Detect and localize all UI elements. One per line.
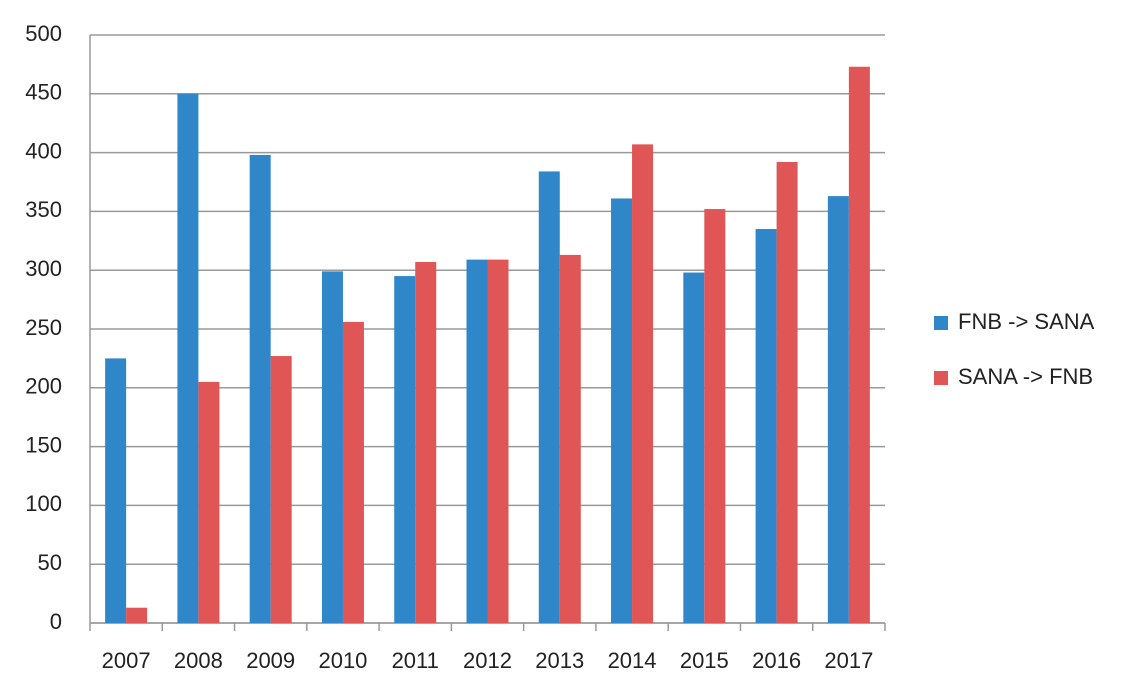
y-tick-label: 50 <box>38 550 62 575</box>
legend-label: FNB -> SANA <box>958 309 1095 334</box>
bar <box>466 259 488 623</box>
x-tick-label: 2016 <box>752 648 801 673</box>
bar <box>611 198 633 624</box>
x-tick-label: 2008 <box>174 648 223 673</box>
y-tick-label: 350 <box>25 197 62 222</box>
y-tick-label: 150 <box>25 432 62 457</box>
bar <box>321 271 343 623</box>
bar <box>683 272 705 623</box>
x-tick-label: 2015 <box>680 648 729 673</box>
x-tick-label: 2012 <box>463 648 512 673</box>
bar <box>704 209 726 623</box>
bar <box>776 162 798 623</box>
x-tick-label: 2007 <box>102 648 151 673</box>
bar <box>198 381 220 623</box>
bar <box>755 229 777 624</box>
bar <box>105 358 127 623</box>
x-tick-label: 2010 <box>318 648 367 673</box>
y-tick-label: 250 <box>25 315 62 340</box>
y-tick-label: 200 <box>25 374 62 399</box>
bar <box>827 196 849 623</box>
x-tick-label: 2009 <box>246 648 295 673</box>
bar <box>394 276 416 623</box>
bar <box>559 254 581 624</box>
bar <box>270 356 292 623</box>
x-tick-label: 2011 <box>392 648 439 673</box>
bar <box>177 93 199 624</box>
legend-label: SANA -> FNB <box>958 364 1093 389</box>
legend-marker <box>934 316 948 330</box>
bar <box>342 321 364 623</box>
bar <box>249 154 271 623</box>
bar <box>487 259 509 623</box>
y-tick-label: 500 <box>25 21 62 46</box>
legend-marker <box>934 371 948 385</box>
bar <box>126 607 148 623</box>
y-tick-label: 450 <box>25 80 62 105</box>
bar <box>632 144 654 624</box>
y-tick-label: 300 <box>25 256 62 281</box>
y-tick-label: 100 <box>25 491 62 516</box>
x-tick-label: 2014 <box>608 648 657 673</box>
bar <box>848 66 870 623</box>
y-tick-label: 400 <box>25 138 62 163</box>
x-tick-label: 2013 <box>535 648 584 673</box>
bar <box>415 261 437 623</box>
y-tick-label: 0 <box>50 609 62 634</box>
x-tick-label: 2017 <box>824 648 873 673</box>
bar <box>538 171 560 623</box>
